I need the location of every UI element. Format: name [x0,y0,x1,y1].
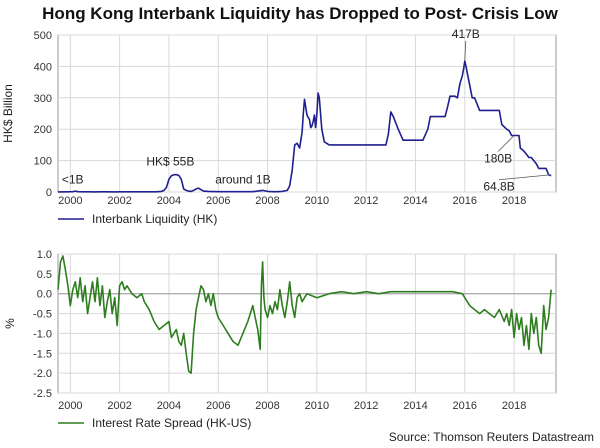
spread-x-tick-label: 2014 [403,400,427,412]
liquidity-x-tick-label: 2012 [354,195,378,207]
annotation-label: 417B [452,27,480,41]
chart-title: Hong Kong Interbank Liquidity has Droppe… [42,4,558,23]
spread-x-tick-label: 2008 [255,400,279,412]
liquidity-x-tick-label: 2006 [206,195,230,207]
annotation-leader-line [464,41,467,62]
spread-x-tick-label: 2012 [354,400,378,412]
liquidity-x-tick-label: 2000 [58,195,82,207]
annotation-leader-line [499,174,552,181]
annotation-label: 180B [484,151,512,165]
liquidity-y-tick-label: 500 [34,30,52,42]
annotation-label: <1B [62,172,84,186]
spread-x-tick-label: 2010 [305,400,329,412]
liquidity-legend-label: Interbank Liquidity (HK) [92,212,217,226]
spread-y-tick-label: -1.5 [33,348,52,360]
liquidity-x-tick-label: 2002 [107,195,131,207]
annotation-leader-line [497,135,515,152]
spread-x-tick-label: 2004 [157,400,181,412]
liquidity-y-axis-label: HK$ Billion [1,84,15,143]
spread-x-tick-label: 2018 [502,400,526,412]
spread-y-tick-label: -2.0 [33,368,52,380]
liquidity-x-tick-label: 2008 [255,195,279,207]
spread-y-axis-label: % [3,318,17,329]
spread-y-tick-label: 0.0 [37,289,52,301]
liquidity-y-tick-label: 100 [34,156,52,168]
liquidity-x-tick-label: 2004 [157,195,181,207]
annotation-label: 64.8B [483,180,514,194]
liquidity-y-tick-label: 400 [34,61,52,73]
annotation-label: around 1B [215,172,270,186]
liquidity-x-tick-label: 2014 [403,195,427,207]
spread-plot-frame [57,253,557,394]
spread-y-tick-label: 0.5 [37,269,52,281]
liquidity-y-tick-label: 200 [34,124,52,136]
liquidity-y-tick-label: 0 [46,187,52,199]
spread-y-tick-label: -2.5 [33,388,52,400]
liquidity-series-line [57,60,552,193]
spread-y-tick-label: 1.0 [37,249,52,261]
spread-x-tick-label: 2000 [58,400,82,412]
liquidity-x-tick-label: 2010 [305,195,329,207]
spread-x-tick-label: 2016 [453,400,477,412]
spread-y-tick-label: -0.5 [33,309,52,321]
liquidity-x-tick-label: 2018 [502,195,526,207]
spread-x-tick-label: 2006 [206,400,230,412]
liquidity-x-tick-label: 2016 [453,195,477,207]
spread-y-tick-label: -1.0 [33,328,52,340]
annotation-label: HK$ 55B [146,155,194,169]
spread-series-line [57,255,552,374]
source-note: Source: Thomson Reuters Datastream [388,430,594,444]
spread-x-tick-label: 2002 [107,400,131,412]
spread-legend-label: Interest Rate Spread (HK-US) [92,416,251,430]
liquidity-y-tick-label: 300 [34,93,52,105]
